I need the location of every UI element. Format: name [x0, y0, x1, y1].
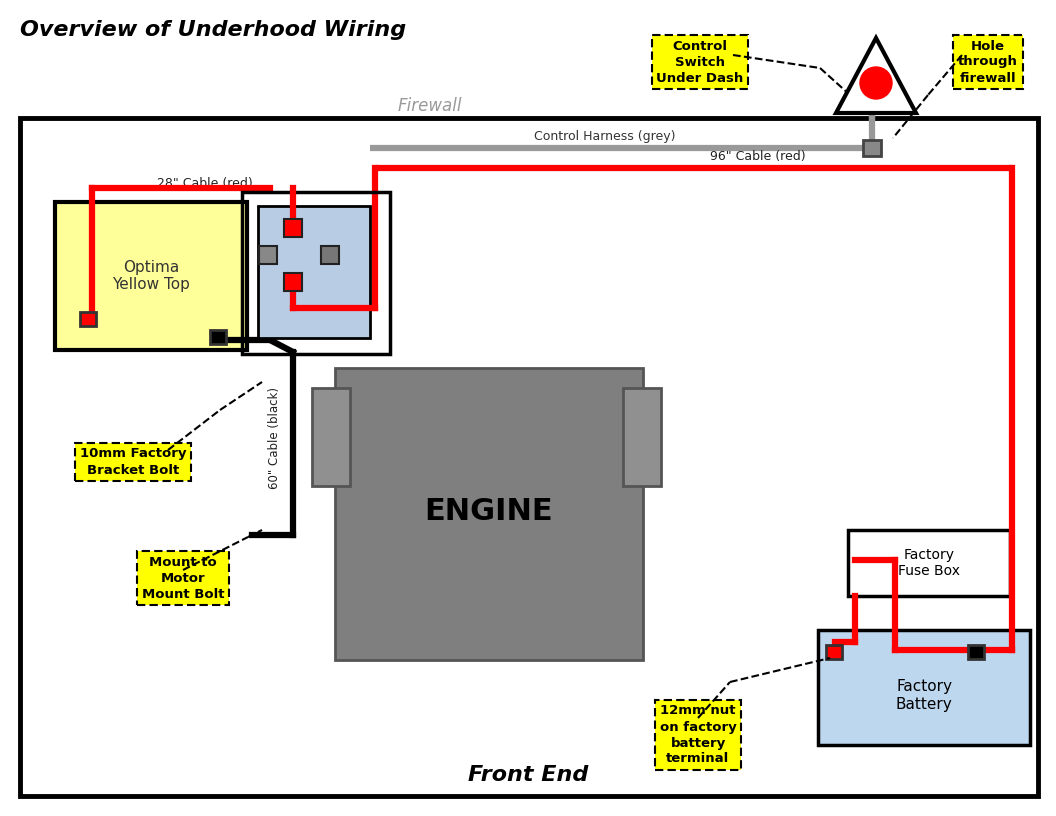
Bar — [55, 202, 247, 350]
Text: Hole
through
firewall: Hole through firewall — [958, 39, 1018, 85]
Text: 12mm nut
on factory
battery
terminal: 12mm nut on factory battery terminal — [660, 704, 736, 765]
Bar — [210, 330, 226, 344]
Bar — [259, 246, 277, 264]
Bar — [826, 645, 842, 659]
Text: 60" Cable (black): 60" Cable (black) — [268, 387, 281, 489]
Text: Mount to
Motor
Mount Bolt: Mount to Motor Mount Bolt — [142, 556, 224, 601]
Bar — [623, 388, 661, 486]
Text: Factory
Fuse Box: Factory Fuse Box — [898, 548, 960, 578]
Bar — [284, 219, 302, 237]
Text: Front End: Front End — [468, 765, 588, 785]
Text: Optima
Yellow Top: Optima Yellow Top — [112, 259, 190, 292]
Bar — [80, 312, 96, 326]
Text: Control Harness (grey): Control Harness (grey) — [534, 130, 676, 143]
Text: Factory
Battery: Factory Battery — [895, 679, 953, 712]
Bar — [848, 530, 1010, 596]
Text: 96" Cable (red): 96" Cable (red) — [711, 150, 806, 163]
Bar — [312, 388, 350, 486]
Bar — [818, 630, 1030, 745]
Bar — [242, 192, 390, 354]
Bar — [863, 140, 881, 156]
Polygon shape — [836, 38, 916, 113]
Text: ENGINE: ENGINE — [425, 498, 553, 526]
Bar — [968, 645, 984, 659]
Text: Control
Switch
Under Dash: Control Switch Under Dash — [657, 39, 743, 85]
Bar — [258, 206, 370, 338]
Bar — [321, 246, 339, 264]
Text: 10mm Factory
Bracket Bolt: 10mm Factory Bracket Bolt — [80, 447, 186, 477]
Bar — [20, 118, 1038, 796]
Text: 28" Cable (red): 28" Cable (red) — [157, 176, 252, 189]
Text: Overview of Underhood Wiring: Overview of Underhood Wiring — [20, 20, 407, 40]
Circle shape — [860, 67, 892, 99]
Bar — [284, 273, 302, 291]
Bar — [335, 368, 643, 660]
Text: Firewall: Firewall — [398, 97, 463, 115]
